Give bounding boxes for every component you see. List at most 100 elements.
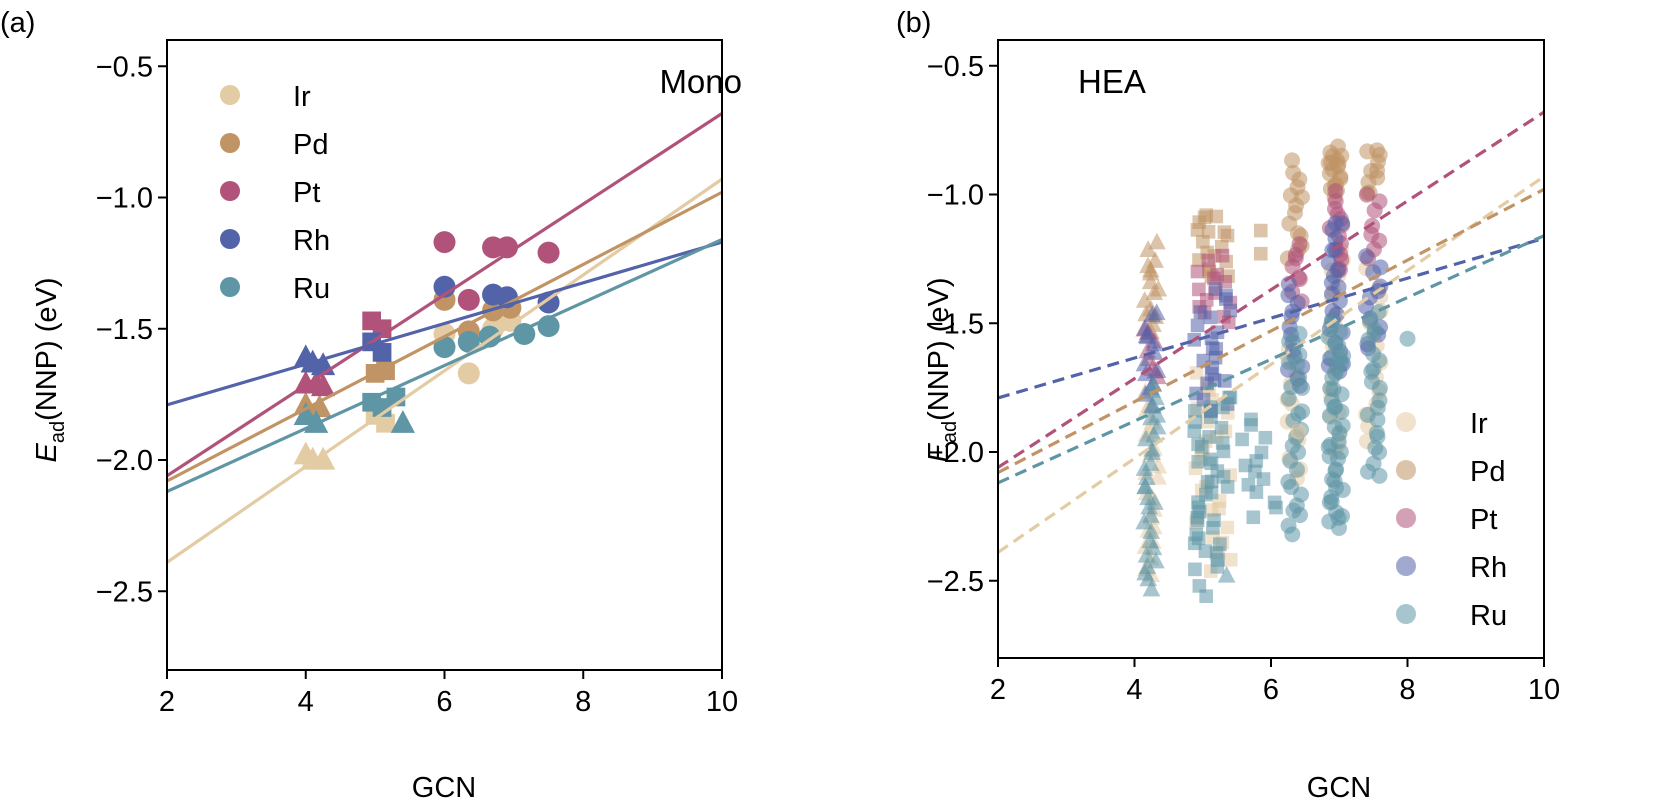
data-point-ru xyxy=(390,409,415,433)
data-point-rh xyxy=(1372,259,1389,276)
legend-marker-rh xyxy=(1396,556,1416,576)
data-point-ru xyxy=(1267,495,1282,510)
data-point-rh xyxy=(1334,215,1351,232)
panel-a-ylabel: Ead(NNP) (eV) xyxy=(31,278,69,463)
legend-marker-pt xyxy=(220,181,240,201)
data-point-pd xyxy=(1146,251,1165,268)
fit-line-rh xyxy=(998,236,1544,400)
data-point-pd xyxy=(1253,223,1268,238)
data-point-ir xyxy=(1149,467,1167,485)
data-point-ru xyxy=(1365,346,1382,363)
data-point-ru xyxy=(1136,476,1155,494)
data-point-ru xyxy=(1192,579,1207,593)
panel-b-ylabel-sub: ad xyxy=(939,421,961,443)
data-point-ru xyxy=(1207,513,1221,528)
data-point-pd xyxy=(1285,164,1302,181)
data-point-ru xyxy=(1291,369,1308,386)
panel-a-corner-label: Mono xyxy=(659,63,742,100)
fit-line-pt xyxy=(167,112,722,478)
data-point-ru xyxy=(1148,417,1167,435)
y-tick-label: −0.5 xyxy=(927,51,984,83)
legend-marker-ir xyxy=(1396,412,1416,432)
data-point-pt xyxy=(1358,186,1375,203)
data-point-ir xyxy=(1223,552,1238,567)
legend-label-pt: Pt xyxy=(1470,504,1497,536)
data-point-pd xyxy=(1217,225,1232,239)
x-tick-label: 6 xyxy=(1263,674,1279,706)
data-point-ru xyxy=(1280,473,1297,490)
data-point-pd xyxy=(1135,291,1154,308)
fit-line-ir xyxy=(998,175,1544,554)
legend-label-ru: Ru xyxy=(1470,600,1507,632)
panel-b-plot-area xyxy=(997,39,1545,659)
data-point-ru xyxy=(1323,312,1340,329)
data-point-pd xyxy=(1284,152,1301,169)
data-point-ru xyxy=(1241,477,1256,492)
data-point-ru xyxy=(1141,531,1159,549)
data-point-ru xyxy=(1143,440,1161,457)
data-point-pd xyxy=(1329,138,1346,155)
data-point-ir xyxy=(457,362,480,385)
data-point-ru xyxy=(1371,392,1388,409)
y-tick-label: −1.5 xyxy=(96,314,153,346)
data-point-ru xyxy=(1246,510,1261,525)
data-point-pt xyxy=(1201,253,1216,268)
data-point-pd xyxy=(1199,208,1214,222)
data-point-rh xyxy=(1208,282,1223,296)
data-point-ir xyxy=(1220,520,1235,535)
data-point-pt xyxy=(1364,217,1381,234)
data-point-rh xyxy=(1190,318,1205,333)
data-point-ru xyxy=(1217,565,1236,583)
data-point-pd xyxy=(1369,142,1386,159)
legend-marker-rh xyxy=(220,229,240,249)
data-point-ru xyxy=(1399,330,1416,347)
data-point-ru xyxy=(1294,403,1311,420)
data-point-rh xyxy=(1280,287,1297,304)
fit-line-pt xyxy=(998,110,1544,469)
x-tick-label: 10 xyxy=(706,686,738,718)
legend-label-rh: Rh xyxy=(1470,552,1507,584)
x-tick-label: 10 xyxy=(1528,674,1560,706)
data-point-rh xyxy=(1147,303,1166,321)
data-point-ru xyxy=(1138,468,1156,486)
x-tick-label: 4 xyxy=(1126,674,1142,706)
data-point-pt xyxy=(495,236,518,259)
data-point-rh xyxy=(1320,254,1337,271)
data-point-ru xyxy=(1291,346,1308,363)
data-point-ru xyxy=(1198,544,1213,558)
data-point-ru xyxy=(1213,537,1227,551)
legend-label-rh: Rh xyxy=(293,225,330,257)
data-point-rh xyxy=(1219,288,1233,303)
y-tick-label: −1.5 xyxy=(927,308,984,340)
data-point-ru xyxy=(1204,485,1219,500)
data-point-ir xyxy=(1189,366,1204,380)
data-point-ru xyxy=(1191,454,1206,469)
data-point-ru xyxy=(1147,551,1165,569)
data-point-rh xyxy=(1135,354,1154,372)
y-tick-label: −2.5 xyxy=(96,576,153,608)
y-tick-label: −2.0 xyxy=(96,445,153,477)
data-point-ru xyxy=(1280,517,1297,534)
panel-b-ylabel: Ead(NNP) (eV) xyxy=(923,278,961,463)
panel-a-plot-area xyxy=(166,39,723,671)
panel-a-xlabel: GCN xyxy=(412,772,476,802)
data-point-ru xyxy=(1254,445,1269,460)
panel-a-ticks: 2 4 6 8 10 −0.5 −1.0 −1.5 −2.0 −2.5 xyxy=(96,51,738,718)
data-point-ru xyxy=(1214,420,1229,435)
data-point-pt xyxy=(433,231,456,254)
data-point-ru xyxy=(1199,589,1213,603)
plot-frame xyxy=(997,39,1545,659)
panel-a-ylabel-sub: ad xyxy=(47,421,69,443)
panel-b-label: (b) xyxy=(896,7,931,39)
panel-b-ticks: 2 4 6 8 10 −0.5 −1.0 −1.5 −2.0 −2.5 xyxy=(927,51,1560,706)
data-point-ru xyxy=(1188,404,1202,418)
fit-line-pd xyxy=(998,187,1544,475)
data-point-ir xyxy=(1290,423,1307,440)
data-point-pd xyxy=(1148,232,1166,250)
data-point-ru xyxy=(1203,452,1217,467)
data-point-pd xyxy=(1253,246,1268,261)
panel-b-xlabel: GCN xyxy=(1307,772,1371,802)
data-point-pt xyxy=(537,241,560,264)
data-point-pd xyxy=(1139,256,1157,274)
legend-marker-pd xyxy=(1396,460,1416,480)
